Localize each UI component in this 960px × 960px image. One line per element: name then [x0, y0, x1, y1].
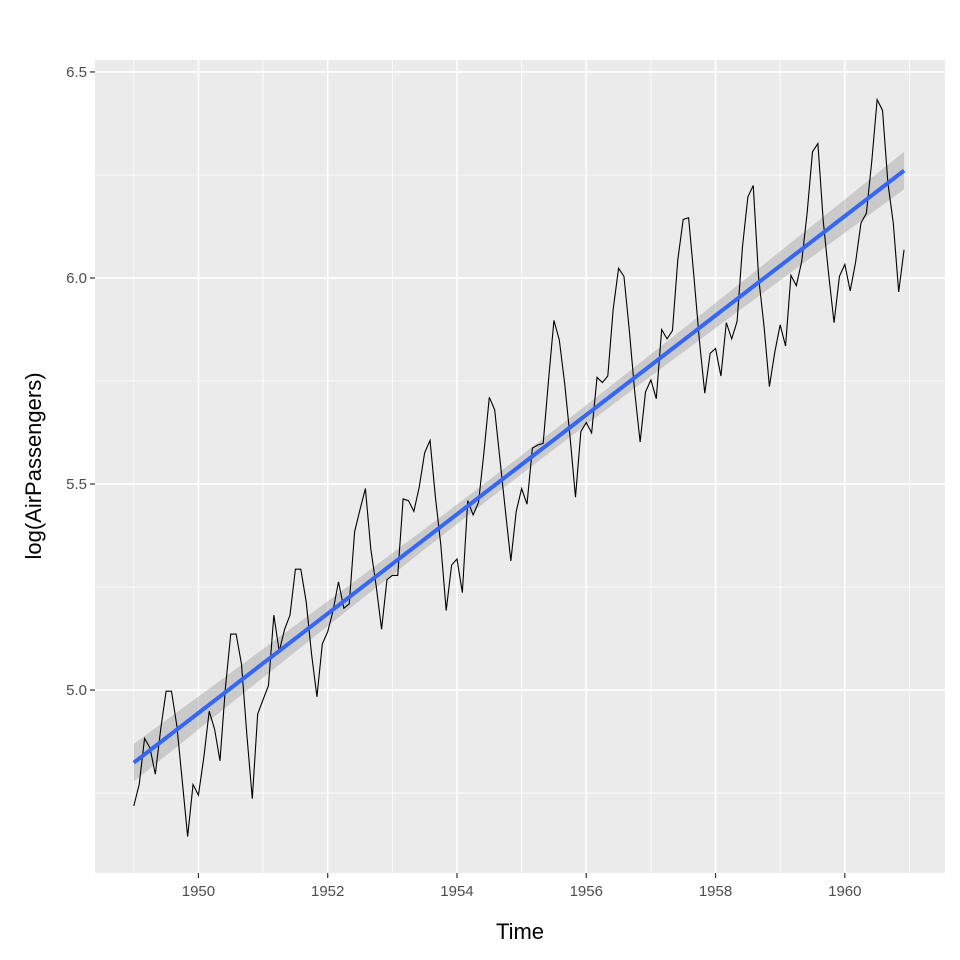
x-tick-label: 1956 — [570, 883, 603, 900]
gridlines — [95, 60, 945, 873]
y-tick-label: 5.5 — [66, 476, 87, 493]
axes: 5.0 5.5 6.0 6.5 1950 1952 1954 1956 1958 1960 — [66, 64, 861, 900]
y-tick-label: 5.0 — [66, 682, 87, 699]
regression-line — [132, 168, 906, 765]
series-line — [133, 97, 905, 837]
x-tick-label: 1954 — [440, 883, 473, 900]
x-tick-label: 1958 — [699, 883, 732, 900]
y-tick-label: 6.5 — [66, 64, 87, 81]
y-tick-label: 6.0 — [66, 270, 87, 287]
x-tick-label: 1950 — [182, 883, 215, 900]
x-axis-title: Time — [496, 919, 544, 944]
y-axis-title: log(AirPassengers) — [21, 372, 46, 559]
x-tick-label: 1952 — [311, 883, 344, 900]
air-passengers-line — [133, 97, 905, 837]
lm-fit-line — [132, 168, 906, 765]
x-tick-label: 1960 — [828, 883, 861, 900]
